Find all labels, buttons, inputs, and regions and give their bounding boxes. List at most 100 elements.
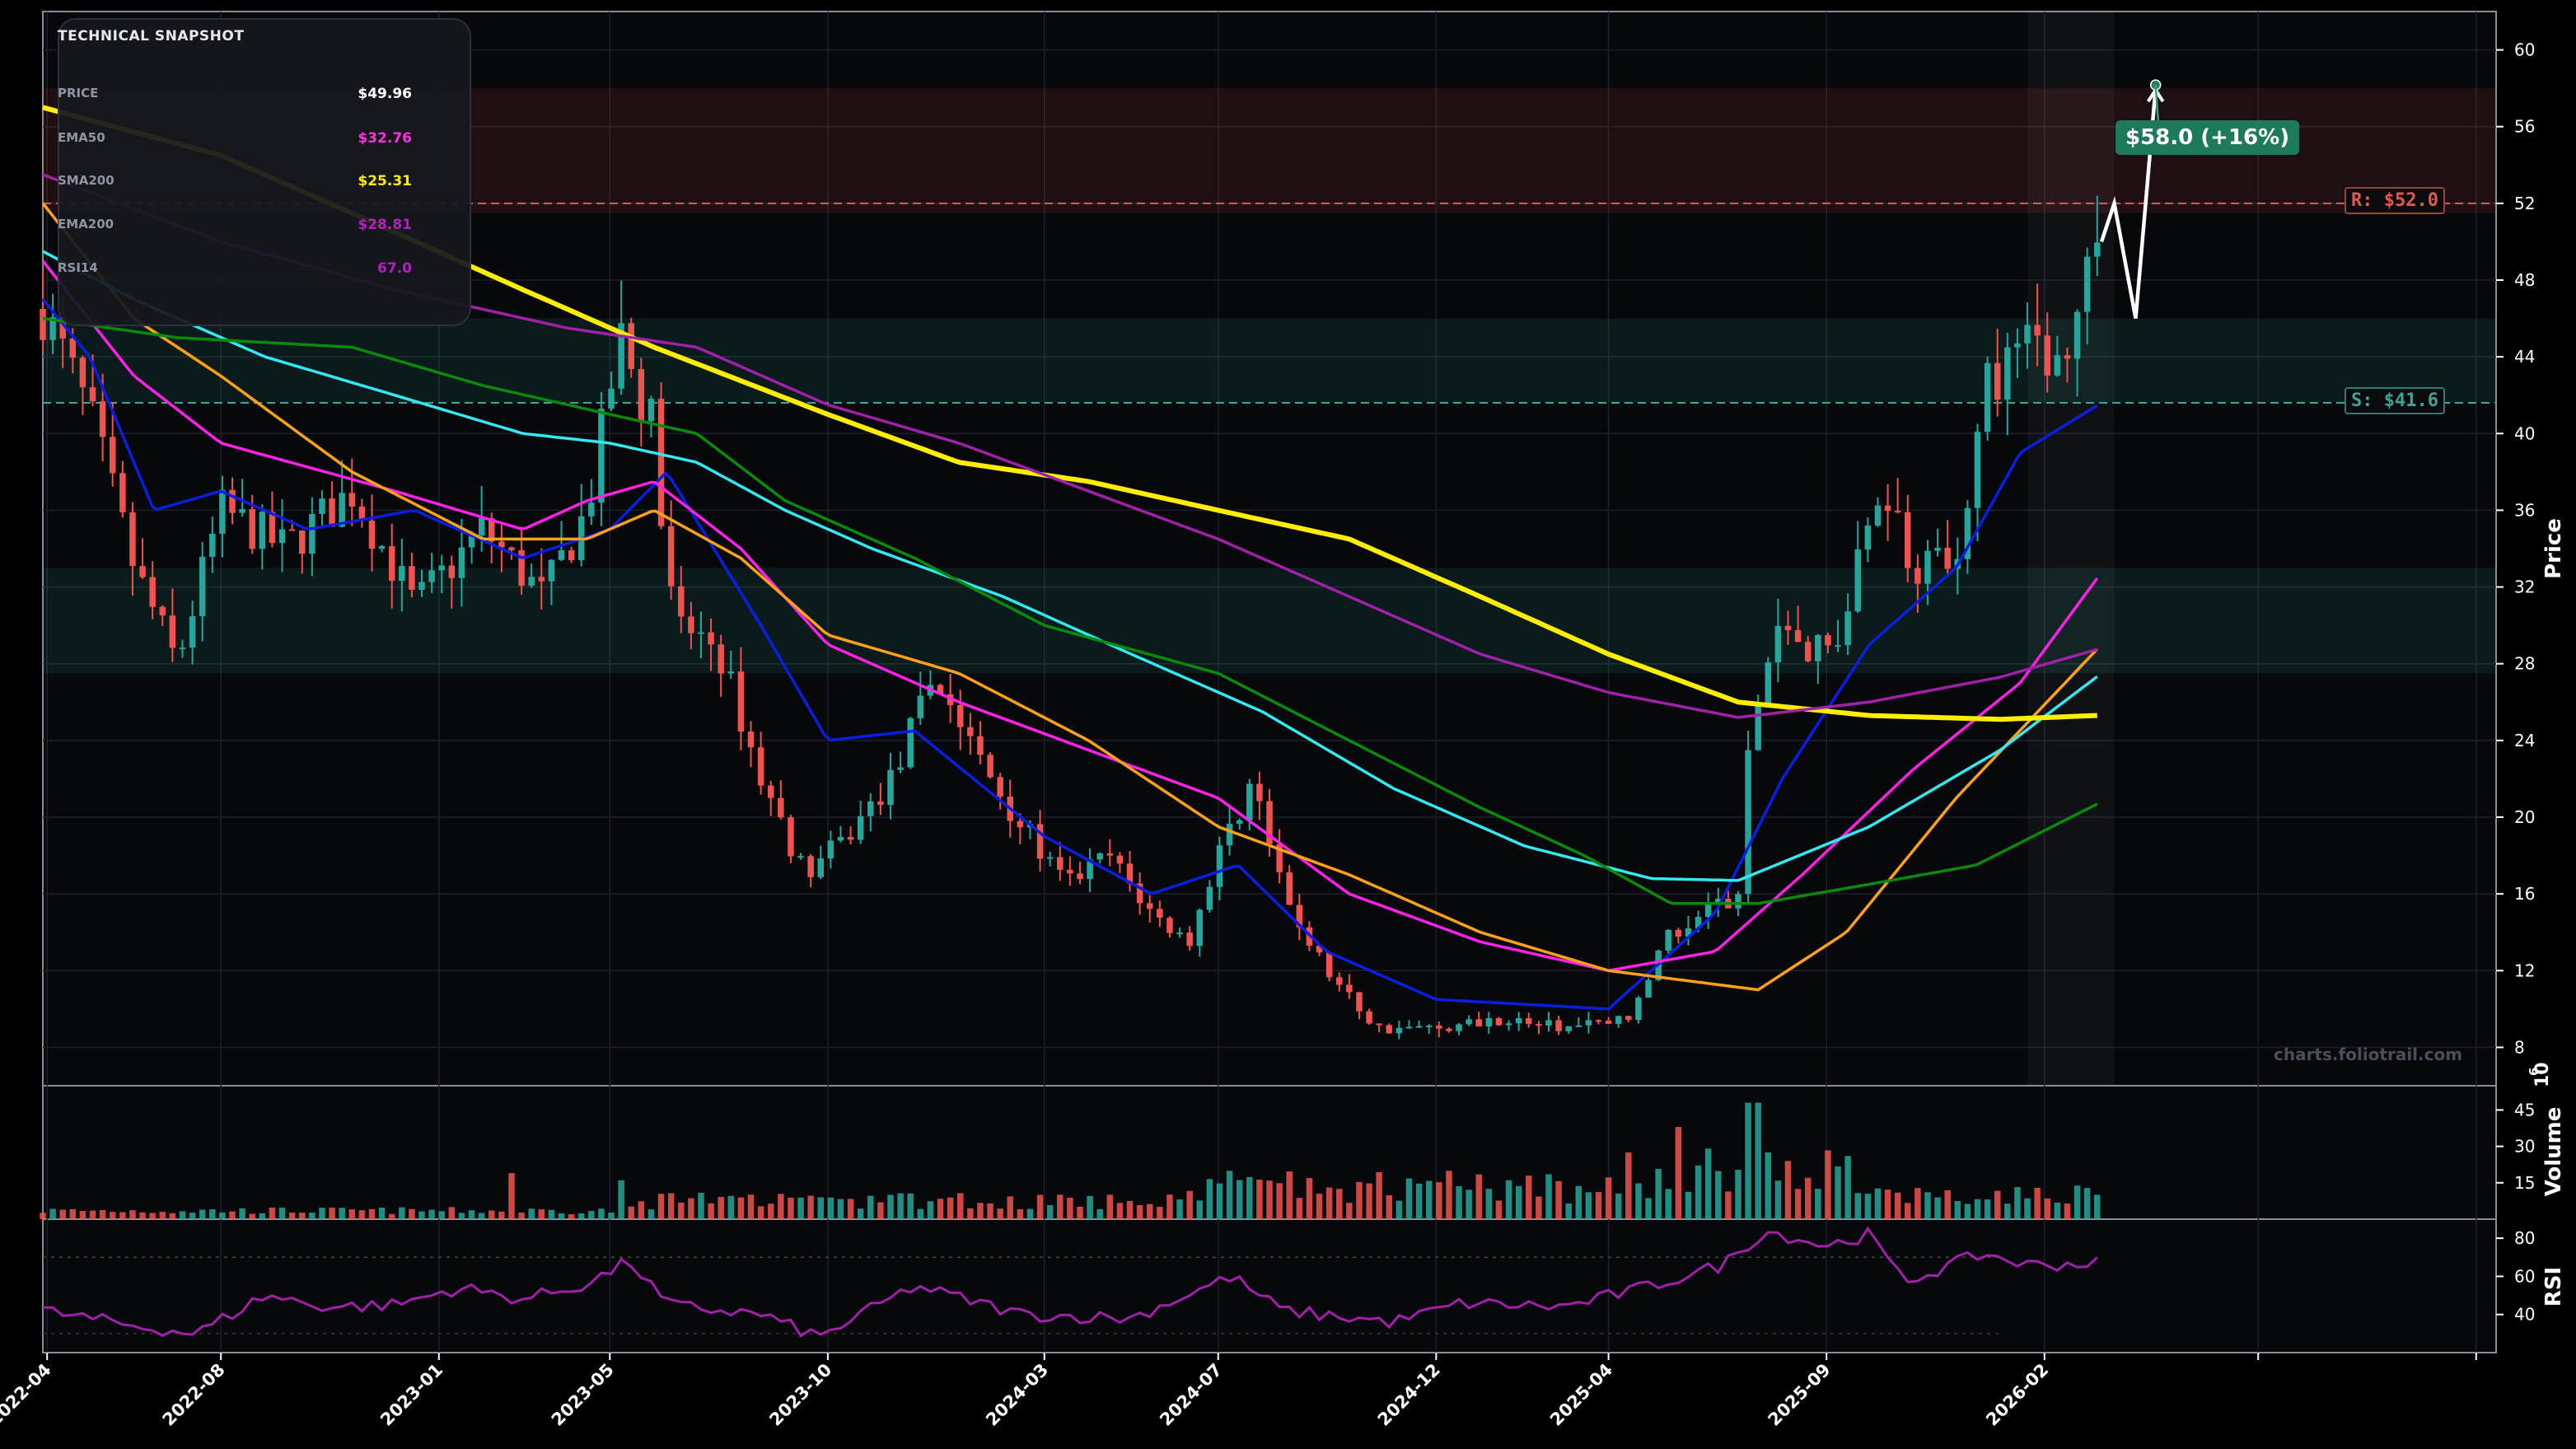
volume-bar: [1067, 1197, 1073, 1219]
candle-body: [797, 856, 804, 858]
candle-body: [608, 388, 615, 409]
candle-body: [1226, 824, 1233, 846]
volume-bar: [1615, 1193, 1622, 1219]
volume-bar: [847, 1199, 854, 1219]
candle-body: [159, 606, 166, 616]
candle-body: [1505, 1023, 1512, 1026]
volume-bar: [897, 1193, 904, 1219]
volume-bar: [1835, 1166, 1841, 1219]
candle-body: [1146, 903, 1153, 909]
candle-body: [219, 489, 226, 534]
volume-bar: [368, 1208, 376, 1219]
snapshot-label: EMA200: [58, 217, 115, 231]
candle-body: [79, 358, 86, 388]
volume-bar: [79, 1210, 86, 1219]
candle-body: [628, 323, 634, 370]
target-connector: [2154, 85, 2160, 124]
volume-bar: [927, 1201, 934, 1219]
candle-body: [1804, 642, 1812, 661]
volume-bar: [1166, 1194, 1173, 1219]
volume-bar: [548, 1209, 555, 1219]
y-tick-label: 8: [2514, 1037, 2525, 1057]
candle-body: [867, 801, 874, 816]
y-tick-label: 48: [2514, 270, 2535, 290]
volume-bar: [1984, 1199, 1991, 1219]
candle-body: [329, 498, 335, 527]
volume-bar: [767, 1204, 774, 1219]
volume-bar: [857, 1208, 864, 1219]
snapshot-value: $25.31: [358, 173, 412, 189]
candle-body: [69, 338, 77, 358]
volume-bar: [1784, 1161, 1792, 1219]
support-label: S: $41.6: [2345, 387, 2445, 414]
candle-body: [1067, 869, 1073, 874]
volume-bar: [99, 1210, 106, 1219]
volume-bar: [159, 1212, 166, 1219]
candle-body: [1665, 929, 1671, 951]
volume-bar: [1695, 1165, 1702, 1219]
volume-bar: [1436, 1182, 1442, 1219]
volume-bar: [1335, 1189, 1343, 1219]
volume-axis-label: Volume: [2541, 1107, 2566, 1197]
volume-bar: [1515, 1185, 1522, 1219]
volume-bar: [1306, 1178, 1313, 1219]
candle-body: [1536, 1024, 1542, 1026]
candle-body: [1635, 998, 1642, 1020]
volume-bar: [917, 1208, 924, 1219]
volume-bar: [947, 1197, 954, 1219]
volume-bar: [618, 1180, 624, 1219]
volume-bar: [189, 1213, 196, 1219]
volume-bar: [1655, 1168, 1662, 1219]
volume-bar: [1645, 1198, 1652, 1219]
volume-bar: [199, 1209, 206, 1219]
candle-body: [119, 473, 126, 512]
candle-body: [2044, 335, 2050, 376]
volume-bar: [1495, 1200, 1503, 1219]
volume-bar: [2024, 1198, 2031, 1219]
volume-bar: [1894, 1192, 1901, 1219]
candle-body: [1246, 783, 1253, 820]
volume-bar: [608, 1213, 615, 1219]
candle-body: [2094, 242, 2101, 257]
volume-bar: [1585, 1192, 1592, 1219]
volume-bar: [1994, 1190, 2001, 1219]
candle-body: [1525, 1018, 1532, 1025]
candle-body: [319, 498, 325, 514]
candle-body: [1515, 1018, 1522, 1024]
candle-body: [1176, 933, 1183, 935]
volume-bar: [249, 1213, 255, 1219]
y-tick-label: 28: [2514, 654, 2535, 674]
snapshot-value: $28.81: [358, 217, 412, 233]
volume-bar: [1595, 1192, 1602, 1219]
candle-body: [1206, 886, 1213, 910]
volume-bar: [2094, 1194, 2101, 1219]
candle-body: [1335, 977, 1343, 985]
volume-bar: [478, 1213, 485, 1219]
volume-bar: [1864, 1194, 1872, 1219]
volume-bar: [1505, 1180, 1512, 1219]
volume-bar: [708, 1203, 714, 1219]
candle-body: [1914, 568, 1921, 584]
volume-bar: [1804, 1177, 1812, 1219]
volume-bar: [1116, 1203, 1124, 1219]
price-axis-label: Price: [2541, 518, 2566, 579]
candle-body: [1585, 1020, 1592, 1026]
y-tick-label: 80: [2514, 1228, 2535, 1248]
volume-bar: [1276, 1183, 1283, 1219]
snapshot-value: 67.0: [377, 260, 412, 277]
candle-body: [788, 817, 794, 857]
candle-body: [1495, 1017, 1503, 1026]
volume-bar: [339, 1208, 345, 1219]
candle-body: [558, 550, 565, 560]
volume-bar: [1157, 1206, 1163, 1219]
volume-bar: [1176, 1199, 1183, 1219]
candle-body: [698, 632, 704, 634]
volume-bar: [1325, 1187, 1333, 1219]
candle-body: [229, 489, 236, 513]
volume-bar: [1136, 1204, 1143, 1219]
candle-body: [1346, 984, 1353, 993]
volume-bar: [269, 1207, 276, 1219]
volume-bar: [956, 1193, 964, 1219]
candle-body: [678, 586, 685, 617]
support-zone: [43, 318, 2496, 404]
